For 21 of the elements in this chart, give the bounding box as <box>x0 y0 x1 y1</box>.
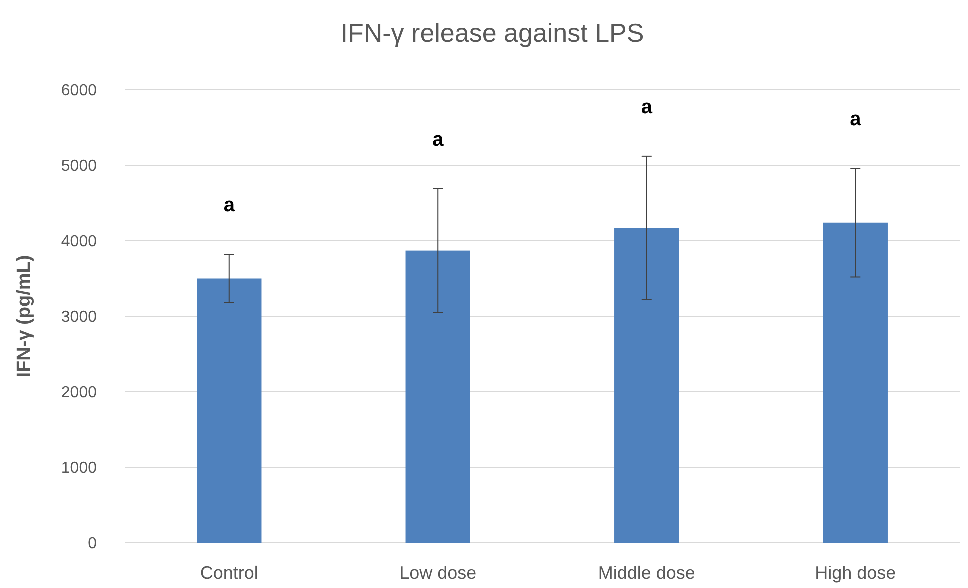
annotation: a <box>432 128 445 151</box>
y-tick-label: 4000 <box>61 234 98 251</box>
y-tick-label: 5000 <box>61 158 98 176</box>
y-tick-label: 2000 <box>61 384 98 402</box>
y-tick-label: 0 <box>88 536 98 553</box>
y-axis-title: IFN-γ (pg/mL) <box>14 255 35 378</box>
bar <box>197 278 262 543</box>
y-tick-label: 6000 <box>61 82 98 100</box>
annotation: a <box>224 194 236 217</box>
annotation: a <box>850 108 862 131</box>
x-tick-label: Control <box>200 563 258 583</box>
y-tick-label: 3000 <box>61 309 98 326</box>
bar <box>406 250 470 543</box>
x-tick-label: Low dose <box>400 563 477 583</box>
bar <box>614 228 680 543</box>
chart-title: IFN-γ release against LPS <box>340 18 644 48</box>
x-tick-label: High dose <box>815 563 896 583</box>
y-tick-label: 1000 <box>61 460 98 478</box>
bar <box>823 222 888 543</box>
annotation: a <box>641 96 654 118</box>
x-tick-label: Middle dose <box>598 563 696 583</box>
